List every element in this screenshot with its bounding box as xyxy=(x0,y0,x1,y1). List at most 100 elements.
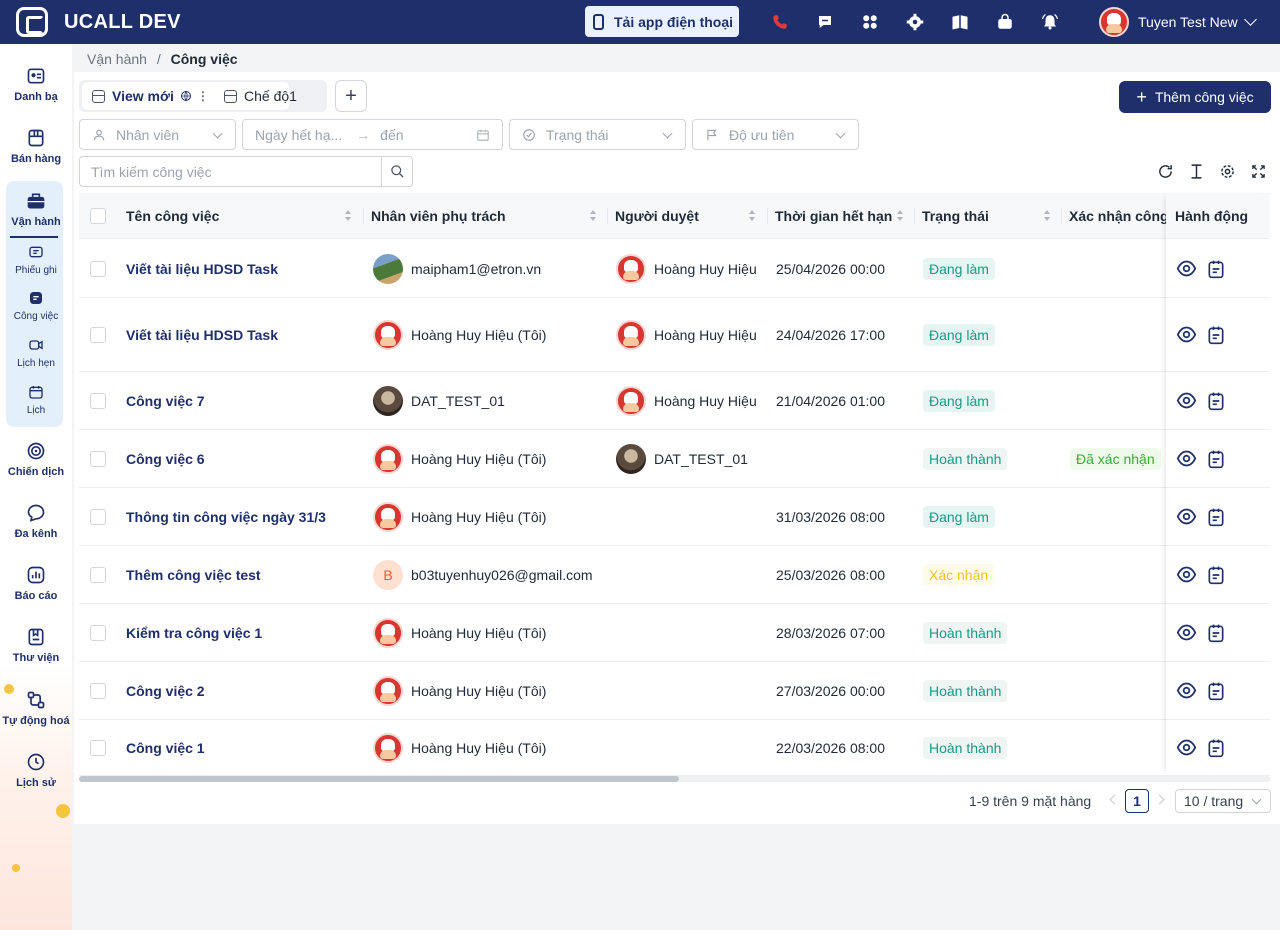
add-task-button[interactable]: + Thêm công việc xyxy=(1119,81,1271,113)
row-checkbox[interactable] xyxy=(90,450,106,467)
sidebar-subitem-appointments[interactable]: Lịch hẹn xyxy=(0,337,72,369)
view-icon[interactable] xyxy=(1175,680,1197,702)
employee-filter[interactable]: Nhân viên xyxy=(79,119,236,150)
task-name-link[interactable]: Viết tài liệu HDSD Task xyxy=(126,260,278,277)
row-checkbox[interactable] xyxy=(90,682,106,699)
row-checkbox[interactable] xyxy=(90,326,106,343)
row-checkbox[interactable] xyxy=(90,260,106,277)
task-name-link[interactable]: Thêm công việc test xyxy=(126,566,261,583)
edit-task-icon[interactable] xyxy=(1205,390,1227,412)
sidebar-item-campaigns[interactable]: Chiến dịch xyxy=(0,440,72,478)
settings-icon[interactable] xyxy=(903,10,927,34)
deadline-range-filter[interactable]: Ngày hết hạ... → đến xyxy=(242,119,503,150)
column-task-name[interactable]: Tên công việc xyxy=(126,193,356,239)
task-name-link[interactable]: Công việc 7 xyxy=(126,392,205,409)
edit-task-icon[interactable] xyxy=(1205,622,1227,644)
sort-icon[interactable] xyxy=(1043,210,1051,222)
table-row[interactable]: Công việc 1 Hoàng Huy Hiệu (Tôi) 22/03/202… xyxy=(79,720,1270,776)
task-name-link[interactable]: Thông tin công việc ngày 31/3 xyxy=(126,508,326,525)
user-menu[interactable]: Tuyen Test New xyxy=(1099,7,1257,37)
task-name-link[interactable]: Kiểm tra công việc 1 xyxy=(126,624,263,641)
edit-task-icon[interactable] xyxy=(1205,564,1227,586)
sidebar-item-reports[interactable]: Báo cáo xyxy=(0,564,72,602)
sidebar-subitem-calendar[interactable]: Lịch xyxy=(0,384,72,416)
sidebar-item-omnichannel[interactable]: Đa kênh xyxy=(0,502,72,540)
view-icon[interactable] xyxy=(1175,564,1197,586)
add-view-button[interactable]: + xyxy=(335,80,367,112)
row-checkbox[interactable] xyxy=(90,508,106,525)
bag-icon[interactable] xyxy=(993,10,1017,34)
column-assignee[interactable]: Nhân viên phụ trách xyxy=(371,193,591,239)
view-icon[interactable] xyxy=(1175,258,1197,280)
refresh-icon[interactable] xyxy=(1156,162,1174,180)
edit-task-icon[interactable] xyxy=(1205,737,1227,759)
horizontal-scrollbar[interactable] xyxy=(79,776,1270,782)
edit-task-icon[interactable] xyxy=(1205,680,1227,702)
table-row[interactable]: Công việc 7 DAT_TEST_01 Hoàng Huy Hiệu 21/0… xyxy=(79,372,1270,430)
view-icon[interactable] xyxy=(1175,324,1197,346)
sidebar-item-automation[interactable]: Tự động hoá xyxy=(0,689,72,727)
book-icon[interactable] xyxy=(948,10,972,34)
row-checkbox[interactable] xyxy=(90,566,106,583)
view-icon[interactable] xyxy=(1175,622,1197,644)
deadline-from-placeholder[interactable]: Ngày hết hạ... xyxy=(255,126,343,143)
app-logo[interactable]: UCALL DEV xyxy=(16,7,256,37)
table-row[interactable]: Công việc 2 Hoàng Huy Hiệu (Tôi) 27/03/202… xyxy=(79,662,1270,720)
column-deadline[interactable]: Thời gian hết hạn xyxy=(775,193,895,239)
table-row[interactable]: Viết tài liệu HDSD Task maipham1@etron.vn… xyxy=(79,240,1270,298)
sidebar-subitem-tasks[interactable]: Công việc xyxy=(0,290,72,322)
task-name-link[interactable]: Công việc 1 xyxy=(126,739,205,756)
sidebar-item-operations[interactable]: Vận hành xyxy=(0,190,72,228)
sort-icon[interactable] xyxy=(748,210,756,222)
chat-icon[interactable] xyxy=(813,10,837,34)
table-row[interactable]: Kiểm tra công việc 1 Hoàng Huy Hiệu (Tôi)… xyxy=(79,604,1270,662)
view-icon[interactable] xyxy=(1175,506,1197,528)
row-height-icon[interactable] xyxy=(1187,162,1205,180)
tab-che-do1[interactable]: Chế độ1 xyxy=(224,82,297,110)
edit-task-icon[interactable] xyxy=(1205,324,1227,346)
sidebar-item-history[interactable]: Lịch sử xyxy=(0,751,72,789)
search-input[interactable] xyxy=(80,157,382,186)
sort-icon[interactable] xyxy=(344,210,352,222)
sort-icon[interactable] xyxy=(896,210,904,222)
page-number[interactable]: 1 xyxy=(1125,789,1149,813)
task-name-link[interactable]: Viết tài liệu HDSD Task xyxy=(126,326,278,343)
sort-icon[interactable] xyxy=(589,210,597,222)
fullscreen-icon[interactable] xyxy=(1249,162,1267,180)
table-row[interactable]: Công việc 6 Hoàng Huy Hiệu (Tôi) DAT_TEST_… xyxy=(79,430,1270,488)
edit-task-icon[interactable] xyxy=(1205,448,1227,470)
column-status[interactable]: Trạng thái xyxy=(922,193,1032,239)
column-reviewer[interactable]: Người duyệt xyxy=(615,193,745,239)
page-size-select[interactable]: 10 / trang xyxy=(1175,789,1271,813)
table-row[interactable]: Thông tin công việc ngày 31/3 Hoàng Huy H… xyxy=(79,488,1270,546)
settings-icon[interactable] xyxy=(1218,162,1236,180)
task-name-link[interactable]: Công việc 2 xyxy=(126,682,205,699)
task-name-link[interactable]: Công việc 6 xyxy=(126,450,205,467)
edit-task-icon[interactable] xyxy=(1205,506,1227,528)
sidebar-item-sales[interactable]: Bán hàng xyxy=(0,127,72,165)
priority-filter[interactable]: Độ ưu tiên xyxy=(692,119,859,150)
status-filter[interactable]: Trạng thái xyxy=(509,119,686,150)
search-button[interactable] xyxy=(381,157,412,186)
deadline-to-placeholder[interactable]: đến xyxy=(380,126,404,143)
scrollbar-thumb[interactable] xyxy=(79,776,679,782)
sidebar-item-library[interactable]: Thư viện xyxy=(0,626,72,664)
bell-icon[interactable] xyxy=(1038,10,1062,34)
edit-task-icon[interactable] xyxy=(1205,258,1227,280)
sidebar-subitem-tickets[interactable]: Phiếu ghi xyxy=(0,244,72,276)
view-icon[interactable] xyxy=(1175,448,1197,470)
more-vertical-icon[interactable]: ⋮ xyxy=(196,89,209,103)
column-confirm[interactable]: Xác nhận công xyxy=(1069,193,1166,239)
row-checkbox[interactable] xyxy=(90,392,106,409)
download-app-button[interactable]: Tải app điện thoại xyxy=(585,6,739,37)
view-icon[interactable] xyxy=(1175,390,1197,412)
breadcrumb-parent[interactable]: Vận hành xyxy=(87,51,147,67)
phone-icon[interactable] xyxy=(768,10,792,34)
view-icon[interactable] xyxy=(1175,737,1197,759)
select-all-checkbox[interactable] xyxy=(90,193,106,239)
row-checkbox[interactable] xyxy=(90,739,106,756)
table-row[interactable]: Viết tài liệu HDSD Task Hoàng Huy Hiệu (T… xyxy=(79,298,1270,372)
row-checkbox[interactable] xyxy=(90,624,106,641)
tab-view-moi[interactable]: View mới ⋮ xyxy=(82,82,289,110)
